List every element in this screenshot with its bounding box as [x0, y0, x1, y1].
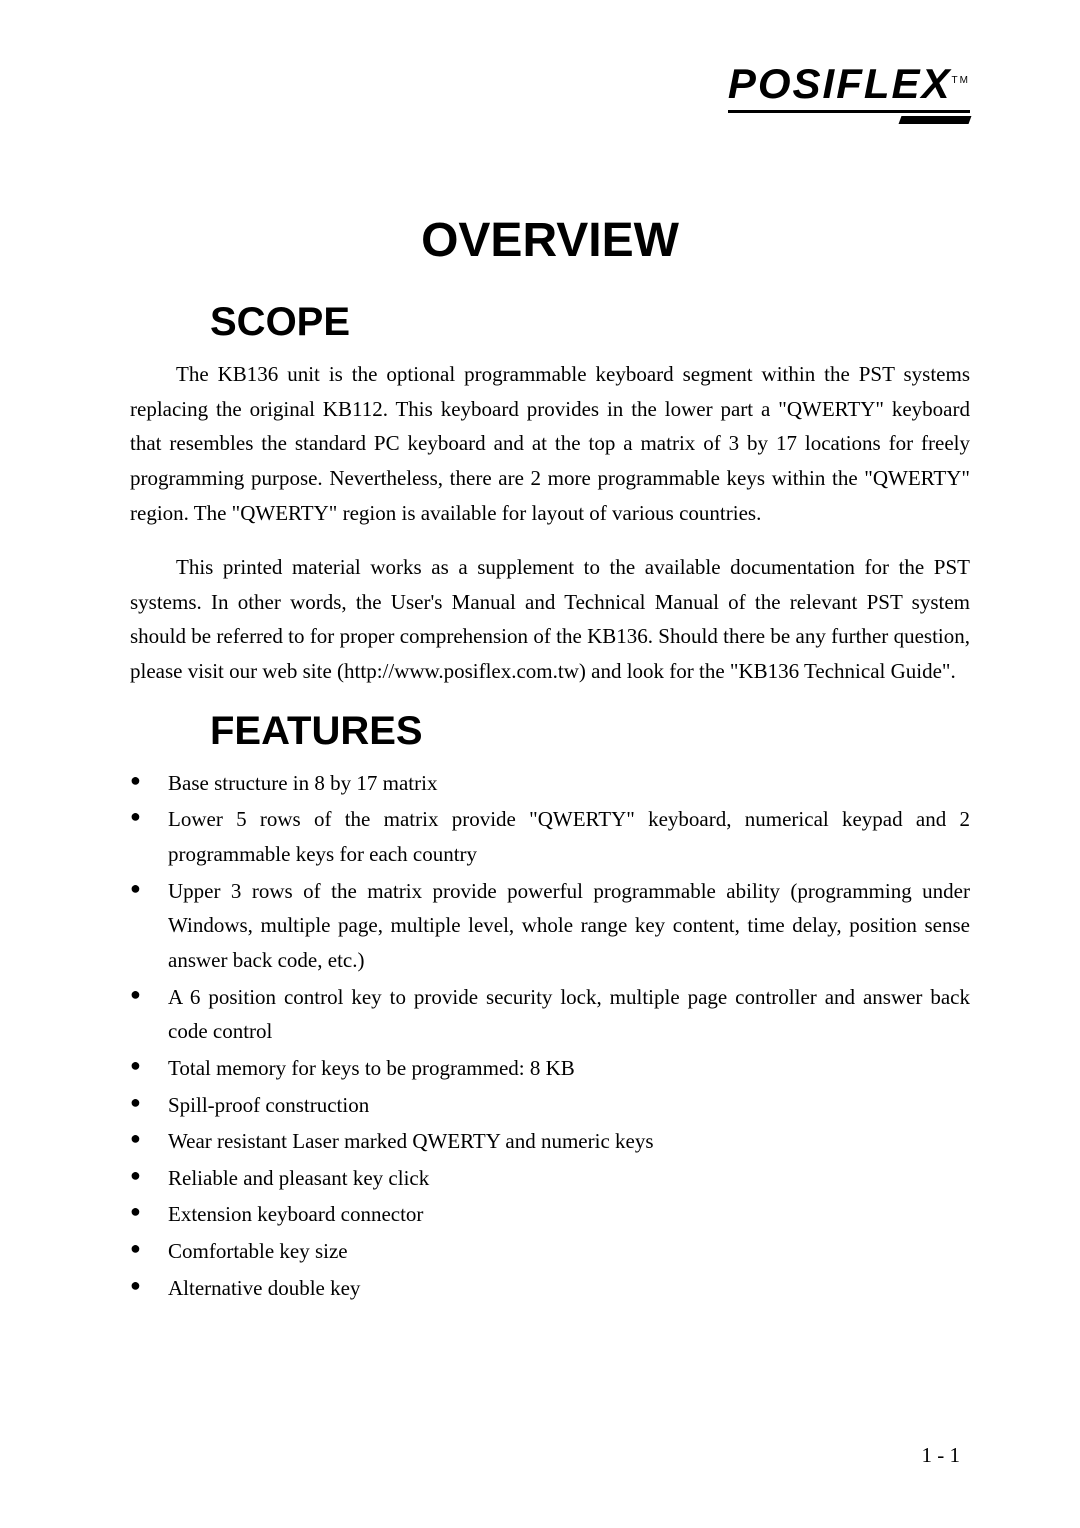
brand-logo: POSIFLEXTM: [728, 60, 970, 113]
features-list: Base structure in 8 by 17 matrix Lower 5…: [130, 766, 970, 1306]
scope-paragraph-2: This printed material works as a supplem…: [130, 550, 970, 689]
feature-item: Base structure in 8 by 17 matrix: [130, 766, 970, 801]
feature-item: Wear resistant Laser marked QWERTY and n…: [130, 1124, 970, 1159]
feature-item: Alternative double key: [130, 1271, 970, 1306]
feature-item: Spill-proof construction: [130, 1088, 970, 1123]
feature-item: Total memory for keys to be programmed: …: [130, 1051, 970, 1086]
feature-item: A 6 position control key to provide secu…: [130, 980, 970, 1049]
trademark-symbol: TM: [952, 75, 970, 86]
page-number: 1 - 1: [922, 1443, 961, 1468]
main-title: OVERVIEW: [130, 213, 970, 268]
logo-container: POSIFLEXTM: [130, 60, 970, 113]
feature-item: Extension keyboard connector: [130, 1197, 970, 1232]
feature-item: Upper 3 rows of the matrix provide power…: [130, 874, 970, 978]
feature-item: Reliable and pleasant key click: [130, 1161, 970, 1196]
scope-paragraph-1: The KB136 unit is the optional programma…: [130, 357, 970, 530]
feature-item: Lower 5 rows of the matrix provide "QWER…: [130, 802, 970, 871]
features-section-title: FEATURES: [210, 709, 970, 754]
logo-text: POSIFLEX: [728, 60, 952, 107]
feature-item: Comfortable key size: [130, 1234, 970, 1269]
scope-section-title: SCOPE: [210, 300, 970, 345]
